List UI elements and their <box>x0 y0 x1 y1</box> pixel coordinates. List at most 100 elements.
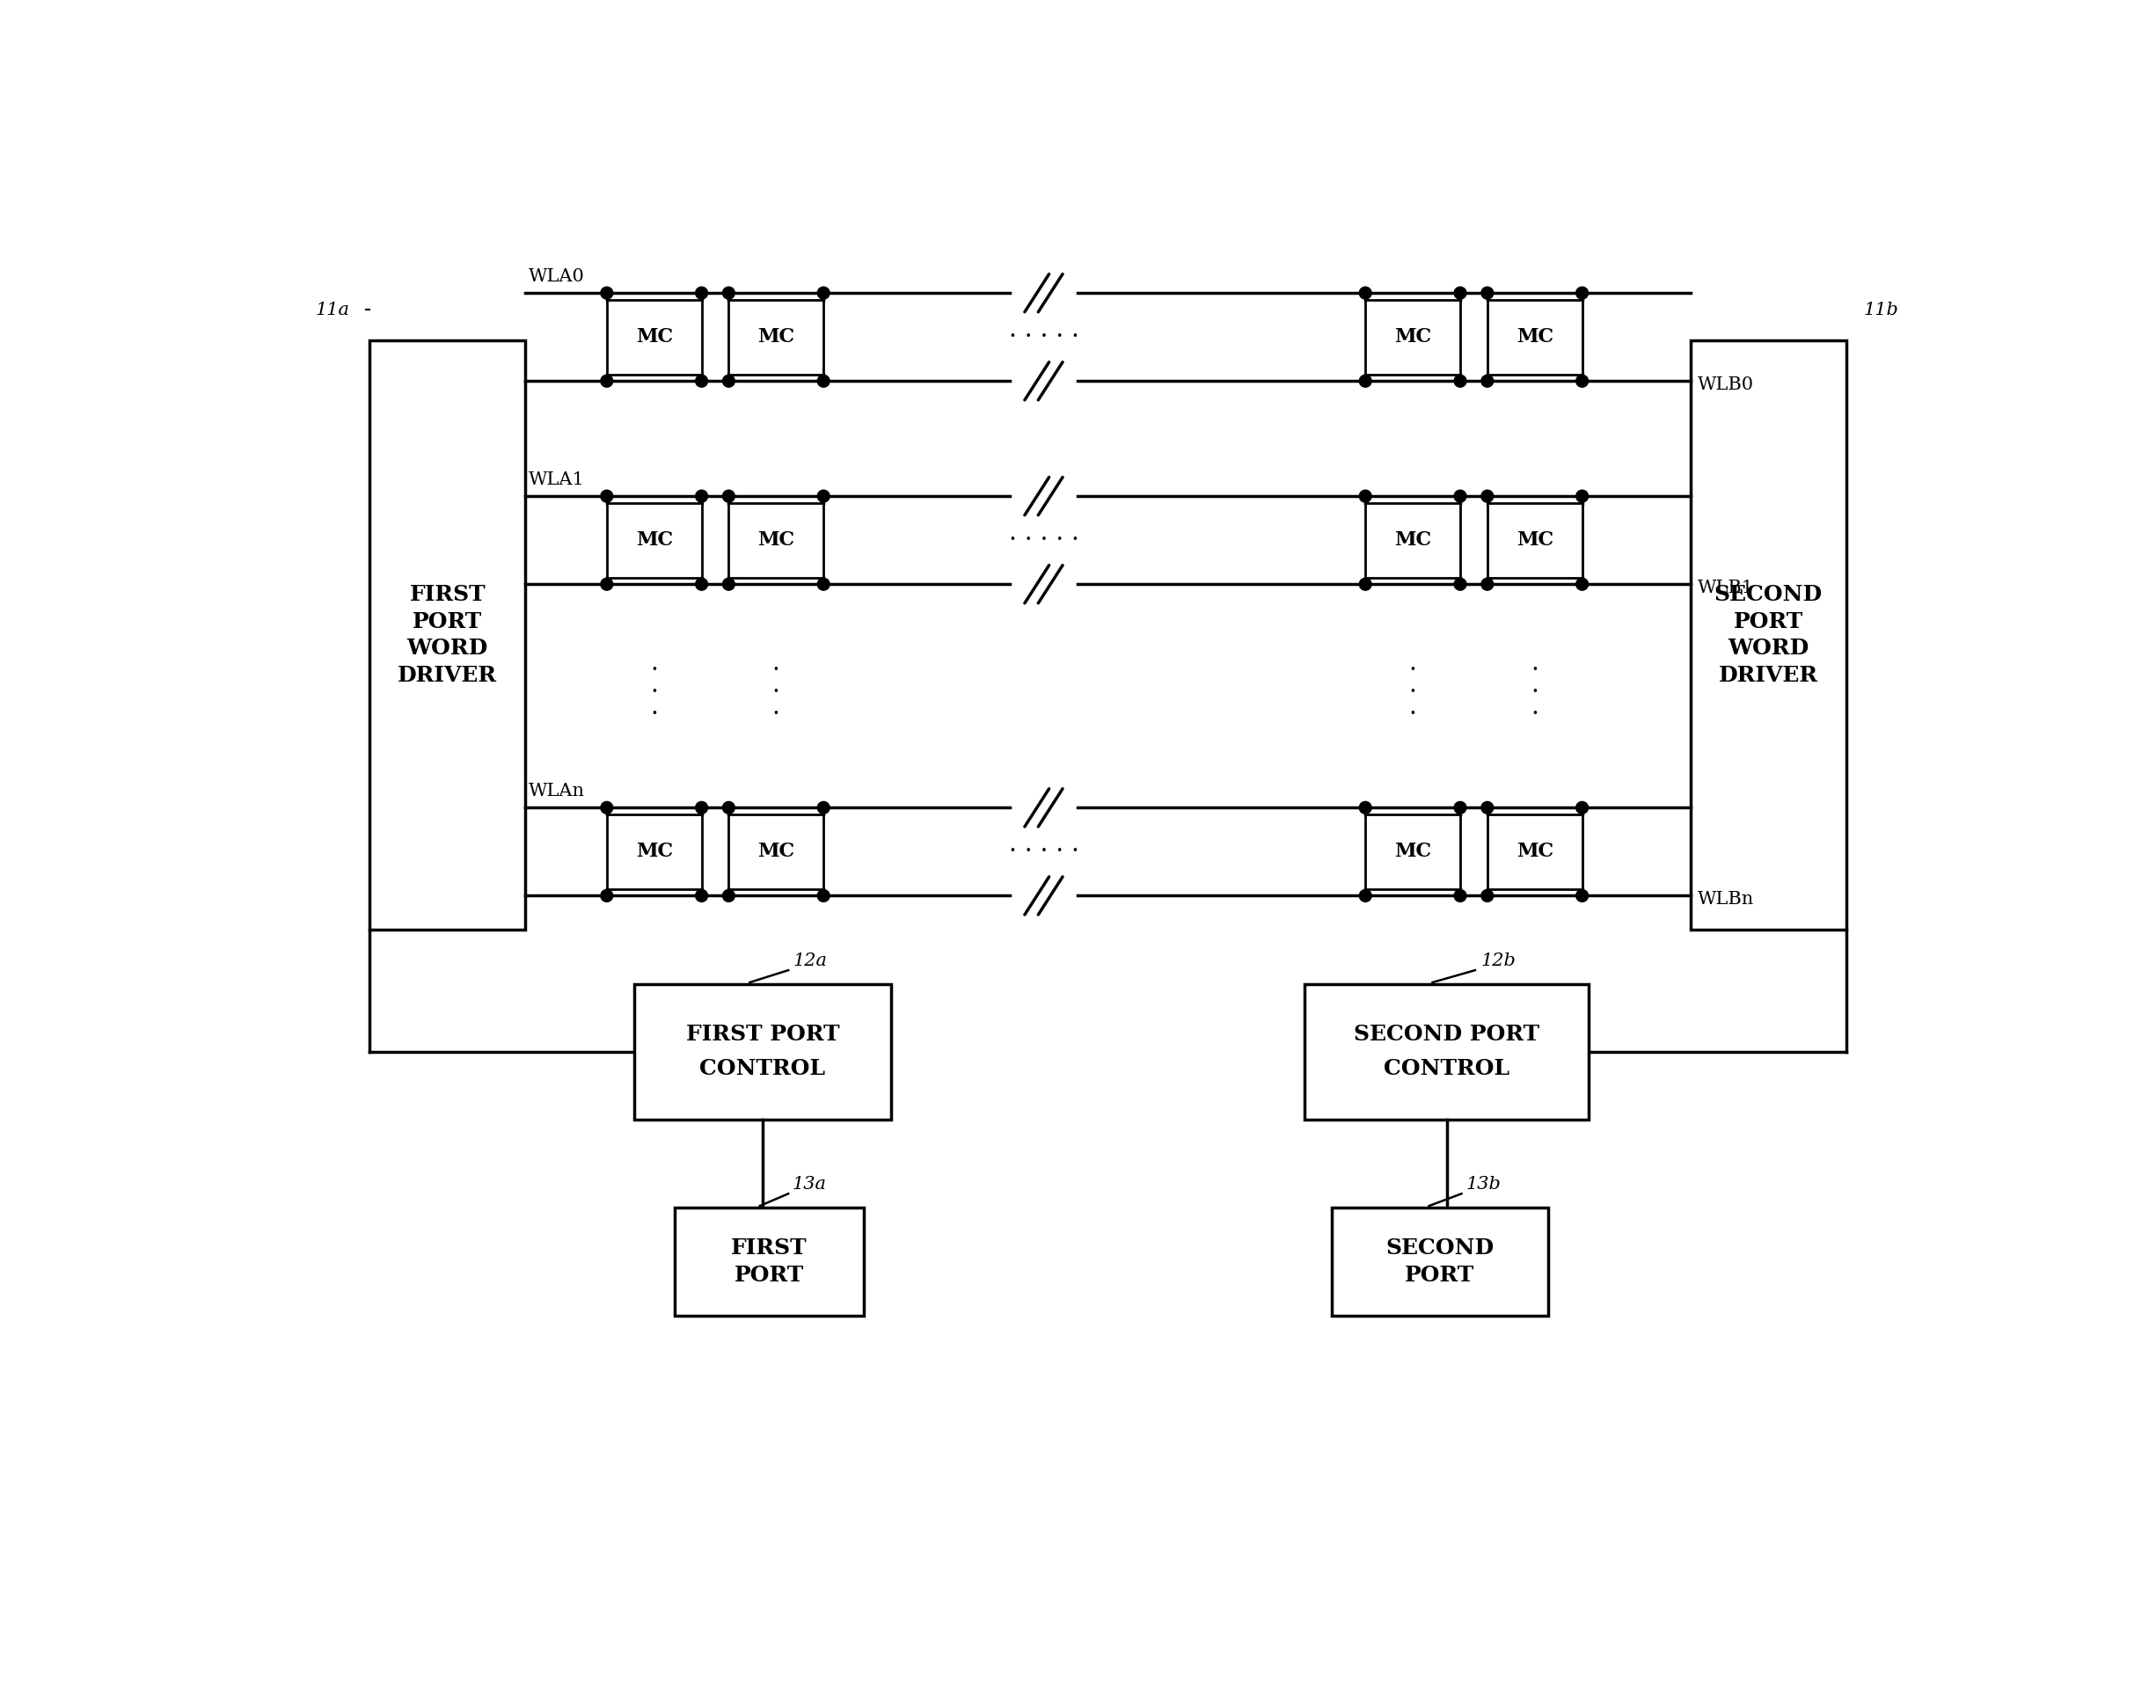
Text: ·
·
·: · · · <box>1408 659 1416 726</box>
Text: · · · · ·: · · · · · <box>1009 528 1078 552</box>
Circle shape <box>696 890 707 902</box>
Bar <box>1488 815 1583 888</box>
Text: SECOND: SECOND <box>1714 584 1822 605</box>
Circle shape <box>1453 890 1466 902</box>
Bar <box>1365 815 1460 888</box>
Bar <box>675 1208 865 1315</box>
Text: WLBn: WLBn <box>1697 892 1753 907</box>
Text: MC: MC <box>636 531 673 550</box>
Text: MC: MC <box>757 531 796 550</box>
Circle shape <box>1576 376 1589 388</box>
Text: 12b: 12b <box>1481 951 1516 968</box>
Bar <box>1488 502 1583 577</box>
Circle shape <box>1453 801 1466 813</box>
Bar <box>729 301 824 374</box>
Text: 11a: 11a <box>315 302 349 318</box>
Text: MC: MC <box>1395 842 1432 861</box>
Bar <box>1304 984 1589 1119</box>
Text: FIRST: FIRST <box>410 584 485 605</box>
Circle shape <box>602 577 612 591</box>
Circle shape <box>722 801 735 813</box>
Circle shape <box>696 577 707 591</box>
Circle shape <box>696 376 707 388</box>
Text: 12a: 12a <box>793 951 828 968</box>
Bar <box>1365 301 1460 374</box>
Text: MC: MC <box>1516 531 1552 550</box>
Circle shape <box>1576 801 1589 813</box>
Circle shape <box>817 801 830 813</box>
Text: PORT: PORT <box>735 1264 804 1286</box>
Circle shape <box>1453 376 1466 388</box>
Circle shape <box>1481 376 1494 388</box>
Bar <box>729 815 824 888</box>
Bar <box>606 815 701 888</box>
Circle shape <box>722 376 735 388</box>
Bar <box>606 301 701 374</box>
Bar <box>729 502 824 577</box>
Circle shape <box>1576 287 1589 299</box>
Circle shape <box>696 287 707 299</box>
Circle shape <box>1358 287 1371 299</box>
Text: DRIVER: DRIVER <box>399 664 498 687</box>
Text: MC: MC <box>1516 842 1552 861</box>
Circle shape <box>1481 287 1494 299</box>
Text: 13b: 13b <box>1466 1175 1501 1192</box>
Text: PORT: PORT <box>1406 1264 1475 1286</box>
Circle shape <box>1481 490 1494 502</box>
Circle shape <box>602 287 612 299</box>
Bar <box>634 984 890 1119</box>
Text: SECOND: SECOND <box>1386 1237 1494 1259</box>
Circle shape <box>817 890 830 902</box>
Circle shape <box>1358 801 1371 813</box>
Circle shape <box>1481 577 1494 591</box>
Text: · · · · ·: · · · · · <box>1009 840 1078 864</box>
Text: WLB0: WLB0 <box>1697 376 1753 393</box>
Text: 13a: 13a <box>791 1175 826 1192</box>
Text: DRIVER: DRIVER <box>1718 664 1818 687</box>
Circle shape <box>817 577 830 591</box>
Text: MC: MC <box>1516 328 1552 347</box>
Circle shape <box>602 376 612 388</box>
Circle shape <box>722 577 735 591</box>
Text: CONTROL: CONTROL <box>701 1057 826 1079</box>
Text: WORD: WORD <box>407 639 487 659</box>
Text: · · · · ·: · · · · · <box>1009 325 1078 348</box>
Text: CONTROL: CONTROL <box>1384 1057 1509 1079</box>
Circle shape <box>1453 577 1466 591</box>
Text: ·
·
·: · · · <box>651 659 658 726</box>
Text: PORT: PORT <box>1733 611 1802 632</box>
Circle shape <box>722 890 735 902</box>
Text: ·
·
·: · · · <box>1531 659 1539 726</box>
Circle shape <box>1358 577 1371 591</box>
Text: MC: MC <box>1395 328 1432 347</box>
Text: FIRST PORT: FIRST PORT <box>686 1025 839 1045</box>
Text: MC: MC <box>636 842 673 861</box>
Text: WLB1: WLB1 <box>1697 579 1753 596</box>
Circle shape <box>722 490 735 502</box>
Circle shape <box>602 490 612 502</box>
Bar <box>606 502 701 577</box>
Circle shape <box>602 890 612 902</box>
Text: WLA0: WLA0 <box>528 268 584 285</box>
Bar <box>1332 1208 1548 1315</box>
Bar <box>1365 502 1460 577</box>
Circle shape <box>817 490 830 502</box>
Circle shape <box>817 287 830 299</box>
Circle shape <box>1576 890 1589 902</box>
Circle shape <box>1576 490 1589 502</box>
Text: MC: MC <box>636 328 673 347</box>
Text: 11b: 11b <box>1863 302 1897 318</box>
Text: MC: MC <box>757 328 796 347</box>
Text: WLAn: WLAn <box>528 782 584 799</box>
Circle shape <box>696 490 707 502</box>
Circle shape <box>722 287 735 299</box>
Circle shape <box>696 801 707 813</box>
Bar <box>369 340 526 929</box>
Bar <box>1488 301 1583 374</box>
Text: PORT: PORT <box>412 611 483 632</box>
Circle shape <box>1358 376 1371 388</box>
Circle shape <box>1481 890 1494 902</box>
Text: ·
·
·: · · · <box>772 659 780 726</box>
Text: SECOND PORT: SECOND PORT <box>1354 1025 1539 1045</box>
Text: WORD: WORD <box>1727 639 1809 659</box>
